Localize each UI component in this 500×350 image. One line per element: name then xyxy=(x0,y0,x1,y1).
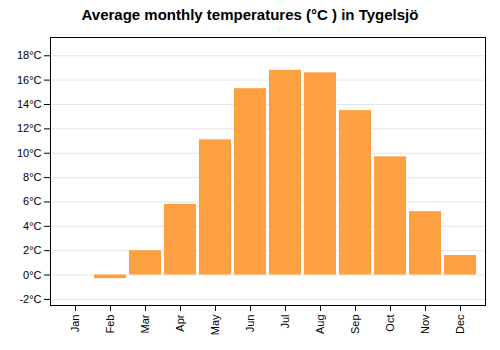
svg-text:Nov: Nov xyxy=(419,314,431,334)
svg-text:18°C: 18°C xyxy=(17,49,42,61)
svg-text:Aug: Aug xyxy=(314,315,326,335)
svg-text:6°C: 6°C xyxy=(23,195,42,207)
svg-text:8°C: 8°C xyxy=(23,171,42,183)
html-text:Average monthly temperatures (: Average monthly temperatures (°C ) in Ty… xyxy=(81,6,419,23)
svg-text:Apr: Apr xyxy=(174,314,186,331)
svg-text:12°C: 12°C xyxy=(17,122,42,134)
svg-text:Dec: Dec xyxy=(454,314,466,334)
svg-text:Feb: Feb xyxy=(104,315,116,334)
svg-text:14°C: 14°C xyxy=(17,98,42,110)
svg-text:Mar: Mar xyxy=(139,314,151,333)
svg-text:Jan: Jan xyxy=(69,315,81,333)
svg-text:4°C: 4°C xyxy=(23,220,42,232)
svg-text:Jun: Jun xyxy=(244,315,256,333)
svg-text:10°C: 10°C xyxy=(17,147,42,159)
svg-text:May: May xyxy=(209,314,221,335)
svg-text:Oct: Oct xyxy=(384,315,396,332)
svg-text:0°C: 0°C xyxy=(23,269,42,281)
svg-text:Jul: Jul xyxy=(279,315,291,329)
svg-text:Sep: Sep xyxy=(349,315,361,335)
svg-text:16°C: 16°C xyxy=(17,74,42,86)
svg-text:2°C: 2°C xyxy=(23,244,42,256)
svg-text:-2°C: -2°C xyxy=(19,293,41,305)
